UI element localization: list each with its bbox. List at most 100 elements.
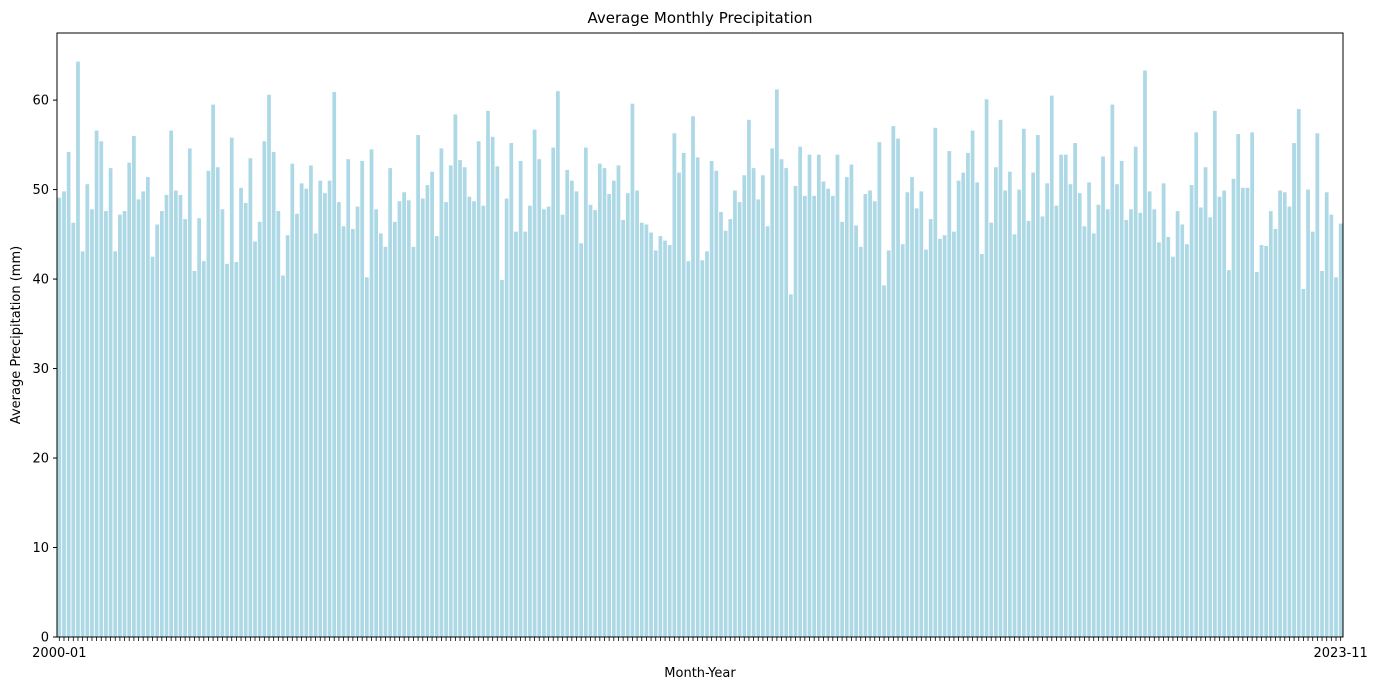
bar	[1292, 143, 1296, 637]
bar	[1287, 206, 1292, 637]
bar	[994, 167, 998, 637]
bar	[579, 243, 584, 637]
bar	[625, 193, 630, 638]
bar	[495, 166, 500, 637]
bar	[369, 149, 374, 637]
bar	[1245, 187, 1250, 638]
bar	[1264, 245, 1268, 637]
bar	[467, 196, 472, 637]
bar	[537, 159, 542, 638]
bar	[854, 225, 858, 637]
bar	[621, 220, 625, 637]
bar	[271, 152, 276, 637]
bar	[439, 148, 444, 637]
bar	[821, 181, 826, 638]
bar	[1217, 196, 1222, 637]
bar	[416, 135, 420, 637]
bar	[798, 146, 803, 637]
bar	[900, 244, 905, 637]
bar	[761, 175, 765, 637]
bar	[830, 195, 835, 638]
bar	[1166, 237, 1171, 637]
bar	[1063, 154, 1068, 637]
bar	[1073, 143, 1077, 637]
bar	[378, 233, 383, 637]
bar	[257, 221, 262, 637]
y-tick-label: 0	[41, 631, 49, 646]
bar	[756, 199, 761, 637]
bar	[812, 195, 817, 638]
bar	[597, 163, 602, 637]
bar	[1203, 167, 1208, 637]
bar	[961, 172, 966, 637]
bar	[653, 250, 658, 637]
bar	[1105, 209, 1110, 637]
bar	[169, 130, 174, 637]
bar	[532, 129, 537, 637]
bar	[1049, 95, 1054, 637]
bar	[1087, 182, 1091, 637]
bar	[742, 175, 747, 637]
bar	[337, 202, 341, 637]
bar	[122, 211, 127, 637]
bar	[1161, 183, 1166, 637]
bar	[243, 203, 248, 637]
bar	[411, 246, 416, 638]
bar	[840, 221, 844, 637]
bar	[858, 246, 863, 638]
bars-layer	[57, 61, 1343, 638]
bar	[1082, 226, 1087, 637]
bar	[323, 193, 327, 638]
bar	[518, 160, 523, 637]
bar	[136, 199, 141, 637]
bar	[281, 275, 285, 637]
bar	[253, 241, 257, 638]
bar	[844, 177, 849, 637]
x-tick-label: 2023-11	[1314, 646, 1368, 661]
bar	[155, 224, 160, 638]
bar	[402, 192, 406, 637]
bar	[150, 256, 155, 637]
bar	[113, 251, 118, 637]
bar	[327, 180, 332, 637]
bar	[1031, 172, 1036, 637]
bar	[826, 188, 830, 637]
bar	[896, 138, 900, 637]
bar	[1222, 190, 1227, 638]
bar	[691, 116, 695, 638]
bar	[448, 165, 453, 637]
bar	[1273, 228, 1278, 637]
bar	[392, 221, 397, 637]
bar	[201, 261, 206, 637]
bar	[1259, 245, 1264, 637]
bar	[267, 94, 271, 638]
bar	[383, 246, 388, 638]
bar	[215, 167, 220, 637]
bar	[1306, 189, 1310, 637]
bar	[430, 171, 434, 637]
bar	[546, 206, 551, 637]
bar	[104, 211, 108, 637]
bar	[695, 157, 700, 637]
bar	[406, 200, 411, 637]
bar	[677, 172, 681, 637]
bar	[420, 198, 425, 638]
bar	[984, 99, 989, 638]
bar	[765, 226, 770, 637]
bar	[1268, 211, 1273, 637]
bar	[145, 177, 150, 637]
bar	[635, 190, 639, 638]
y-axis: 0 10 20 30 40 50 60	[32, 94, 57, 646]
bar	[173, 190, 178, 638]
bar	[970, 130, 975, 637]
y-tick-label: 40	[32, 273, 49, 288]
bar	[1152, 209, 1157, 637]
bar	[956, 180, 961, 637]
bar	[705, 251, 709, 637]
bar	[649, 232, 653, 638]
bar	[714, 170, 719, 638]
bar	[551, 147, 556, 638]
bar	[891, 126, 896, 637]
bar	[998, 119, 1003, 638]
bar	[80, 251, 85, 637]
